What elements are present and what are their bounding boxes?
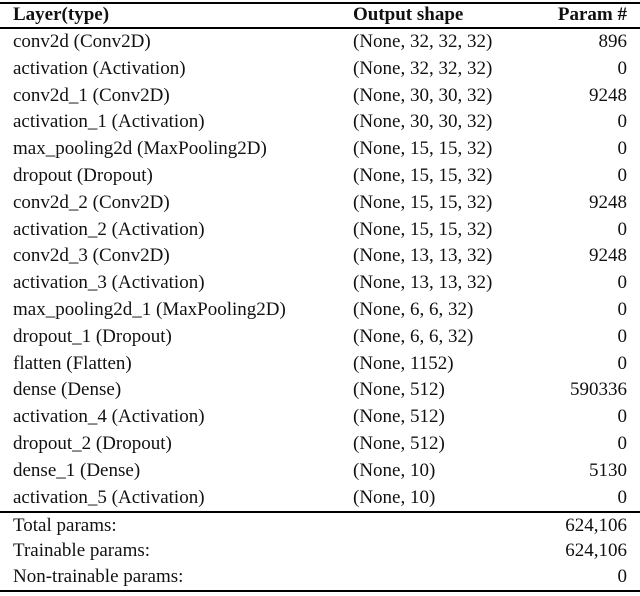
output-shape-cell: (None, 512): [353, 379, 445, 401]
col-header-output-shape: Output shape: [353, 4, 464, 26]
param-count-cell: 0: [617, 325, 628, 347]
layer-cell: dropout (Dropout): [13, 164, 153, 186]
layer-cell: dropout_2 (Dropout): [13, 432, 172, 454]
table-footer-row: Total params: 624,106: [0, 513, 640, 539]
output-shape-cell: (None, 32, 32, 32): [353, 31, 493, 52]
param-count-cell: 0: [617, 298, 628, 320]
output-shape-cell: (None, 15, 15, 32): [353, 138, 493, 160]
param-count-cell: 0: [617, 406, 628, 428]
output-shape-cell: (None, 512): [353, 406, 445, 428]
table-row: max_pooling2d (MaxPooling2D) (None, 15, 1…: [0, 136, 640, 163]
param-count-cell: 0: [617, 218, 628, 240]
param-count-cell: 0: [617, 352, 628, 374]
output-shape-cell: (None, 10): [353, 459, 436, 481]
output-shape-cell: (None, 10): [353, 486, 436, 508]
layer-cell: max_pooling2d_1 (MaxPooling2D): [13, 298, 286, 320]
layer-cell: conv2d (Conv2D): [13, 31, 151, 52]
table-row: activation (Activation) (None, 32, 32, 32…: [0, 56, 640, 83]
table-row: dropout (Dropout) (None, 15, 15, 32) 0: [0, 163, 640, 190]
table-row: activation_4 (Activation) (None, 512) 0: [0, 404, 640, 431]
layer-cell: dense_1 (Dense): [13, 459, 141, 481]
layer-cell: activation_1 (Activation): [13, 111, 205, 133]
output-shape-cell: (None, 30, 30, 32): [353, 84, 493, 106]
param-count-cell: 0: [617, 57, 628, 79]
table-row: conv2d_3 (Conv2D) (None, 13, 13, 32) 9248: [0, 243, 640, 270]
param-count-cell: 0: [617, 111, 628, 133]
param-count-cell: 5130: [589, 459, 627, 481]
layer-cell: activation (Activation): [13, 57, 186, 79]
layer-cell: conv2d_2 (Conv2D): [13, 191, 170, 213]
param-count-cell: 896: [598, 31, 628, 52]
param-count-cell: 0: [617, 432, 628, 454]
footer-label: Trainable params:: [13, 540, 151, 562]
table-row: flatten (Flatten) (None, 1152) 0: [0, 351, 640, 378]
table-row: activation_1 (Activation) (None, 30, 30, …: [0, 109, 640, 136]
footer-value: 624,106: [565, 514, 628, 536]
output-shape-cell: (None, 512): [353, 432, 445, 454]
footer-label: Non-trainable params:: [13, 565, 184, 587]
layer-cell: dropout_1 (Dropout): [13, 325, 172, 347]
layer-cell: max_pooling2d (MaxPooling2D): [13, 138, 267, 160]
table-row: dropout_1 (Dropout) (None, 6, 6, 32) 0: [0, 324, 640, 351]
output-shape-cell: (None, 30, 30, 32): [353, 111, 493, 133]
table-row: activation_5 (Activation) (None, 10) 0: [0, 485, 640, 512]
table-row: conv2d_1 (Conv2D) (None, 30, 30, 32) 9248: [0, 83, 640, 110]
output-shape-cell: (None, 13, 13, 32): [353, 272, 493, 294]
table-bottom-rule: [0, 590, 640, 593]
table-footer-row: Non-trainable params: 0: [0, 565, 640, 591]
output-shape-cell: (None, 32, 32, 32): [353, 57, 493, 79]
table-row: activation_2 (Activation) (None, 15, 15, …: [0, 217, 640, 244]
layer-cell: conv2d_3 (Conv2D): [13, 245, 170, 267]
table-row: activation_3 (Activation) (None, 13, 13, …: [0, 270, 640, 297]
table-header-row: Layer(type) Output shape Param #: [0, 4, 640, 27]
layer-cell: dense (Dense): [13, 379, 122, 401]
footer-value: 0: [617, 565, 628, 587]
output-shape-cell: (None, 15, 15, 32): [353, 164, 493, 186]
output-shape-cell: (None, 1152): [353, 352, 454, 374]
param-count-cell: 0: [617, 272, 628, 294]
table-row: conv2d (Conv2D) (None, 32, 32, 32) 896: [0, 29, 640, 56]
param-count-cell: 9248: [589, 245, 627, 267]
param-count-cell: 9248: [589, 191, 627, 213]
col-header-param-count: Param #: [557, 4, 627, 26]
layer-cell: activation_5 (Activation): [13, 486, 205, 508]
param-count-cell: 0: [617, 138, 628, 160]
param-count-cell: 590336: [570, 379, 627, 401]
table-row: conv2d_2 (Conv2D) (None, 15, 15, 32) 9248: [0, 190, 640, 217]
param-count-cell: 0: [617, 164, 628, 186]
layer-cell: activation_2 (Activation): [13, 218, 205, 240]
layer-cell: activation_3 (Activation): [13, 272, 205, 294]
output-shape-cell: (None, 6, 6, 32): [353, 325, 474, 347]
table-row: dense (Dense) (None, 512) 590336: [0, 377, 640, 404]
footer-value: 624,106: [565, 540, 627, 562]
table-row: dropout_2 (Dropout) (None, 512) 0: [0, 431, 640, 458]
output-shape-cell: (None, 13, 13, 32): [353, 245, 493, 267]
table-row: dense_1 (Dense) (None, 10) 5130: [0, 458, 640, 485]
layer-cell: activation_4 (Activation): [13, 406, 205, 428]
param-count-cell: 9248: [589, 84, 627, 106]
table-footer-rule: [0, 511, 640, 514]
table-header-rule: [0, 27, 640, 29]
table-body: conv2d (Conv2D) (None, 32, 32, 32) 896 acti…: [0, 29, 640, 511]
footer-label: Total params:: [13, 514, 117, 536]
output-shape-cell: (None, 15, 15, 32): [353, 191, 493, 213]
param-count-cell: 0: [617, 486, 628, 508]
table-footer: Total params: 624,106 Trainable params: 624…: [0, 513, 640, 590]
output-shape-cell: (None, 6, 6, 32): [353, 298, 474, 320]
layer-cell: flatten (Flatten): [13, 352, 132, 374]
table-footer-row: Trainable params: 624,106: [0, 539, 640, 565]
output-shape-cell: (None, 15, 15, 32): [353, 218, 493, 240]
table-row: max_pooling2d_1 (MaxPooling2D) (None, 6, …: [0, 297, 640, 324]
layer-cell: conv2d_1 (Conv2D): [13, 84, 170, 106]
table-top-rule: [0, 2, 640, 4]
col-header-layer-type: Layer(type): [13, 4, 110, 26]
